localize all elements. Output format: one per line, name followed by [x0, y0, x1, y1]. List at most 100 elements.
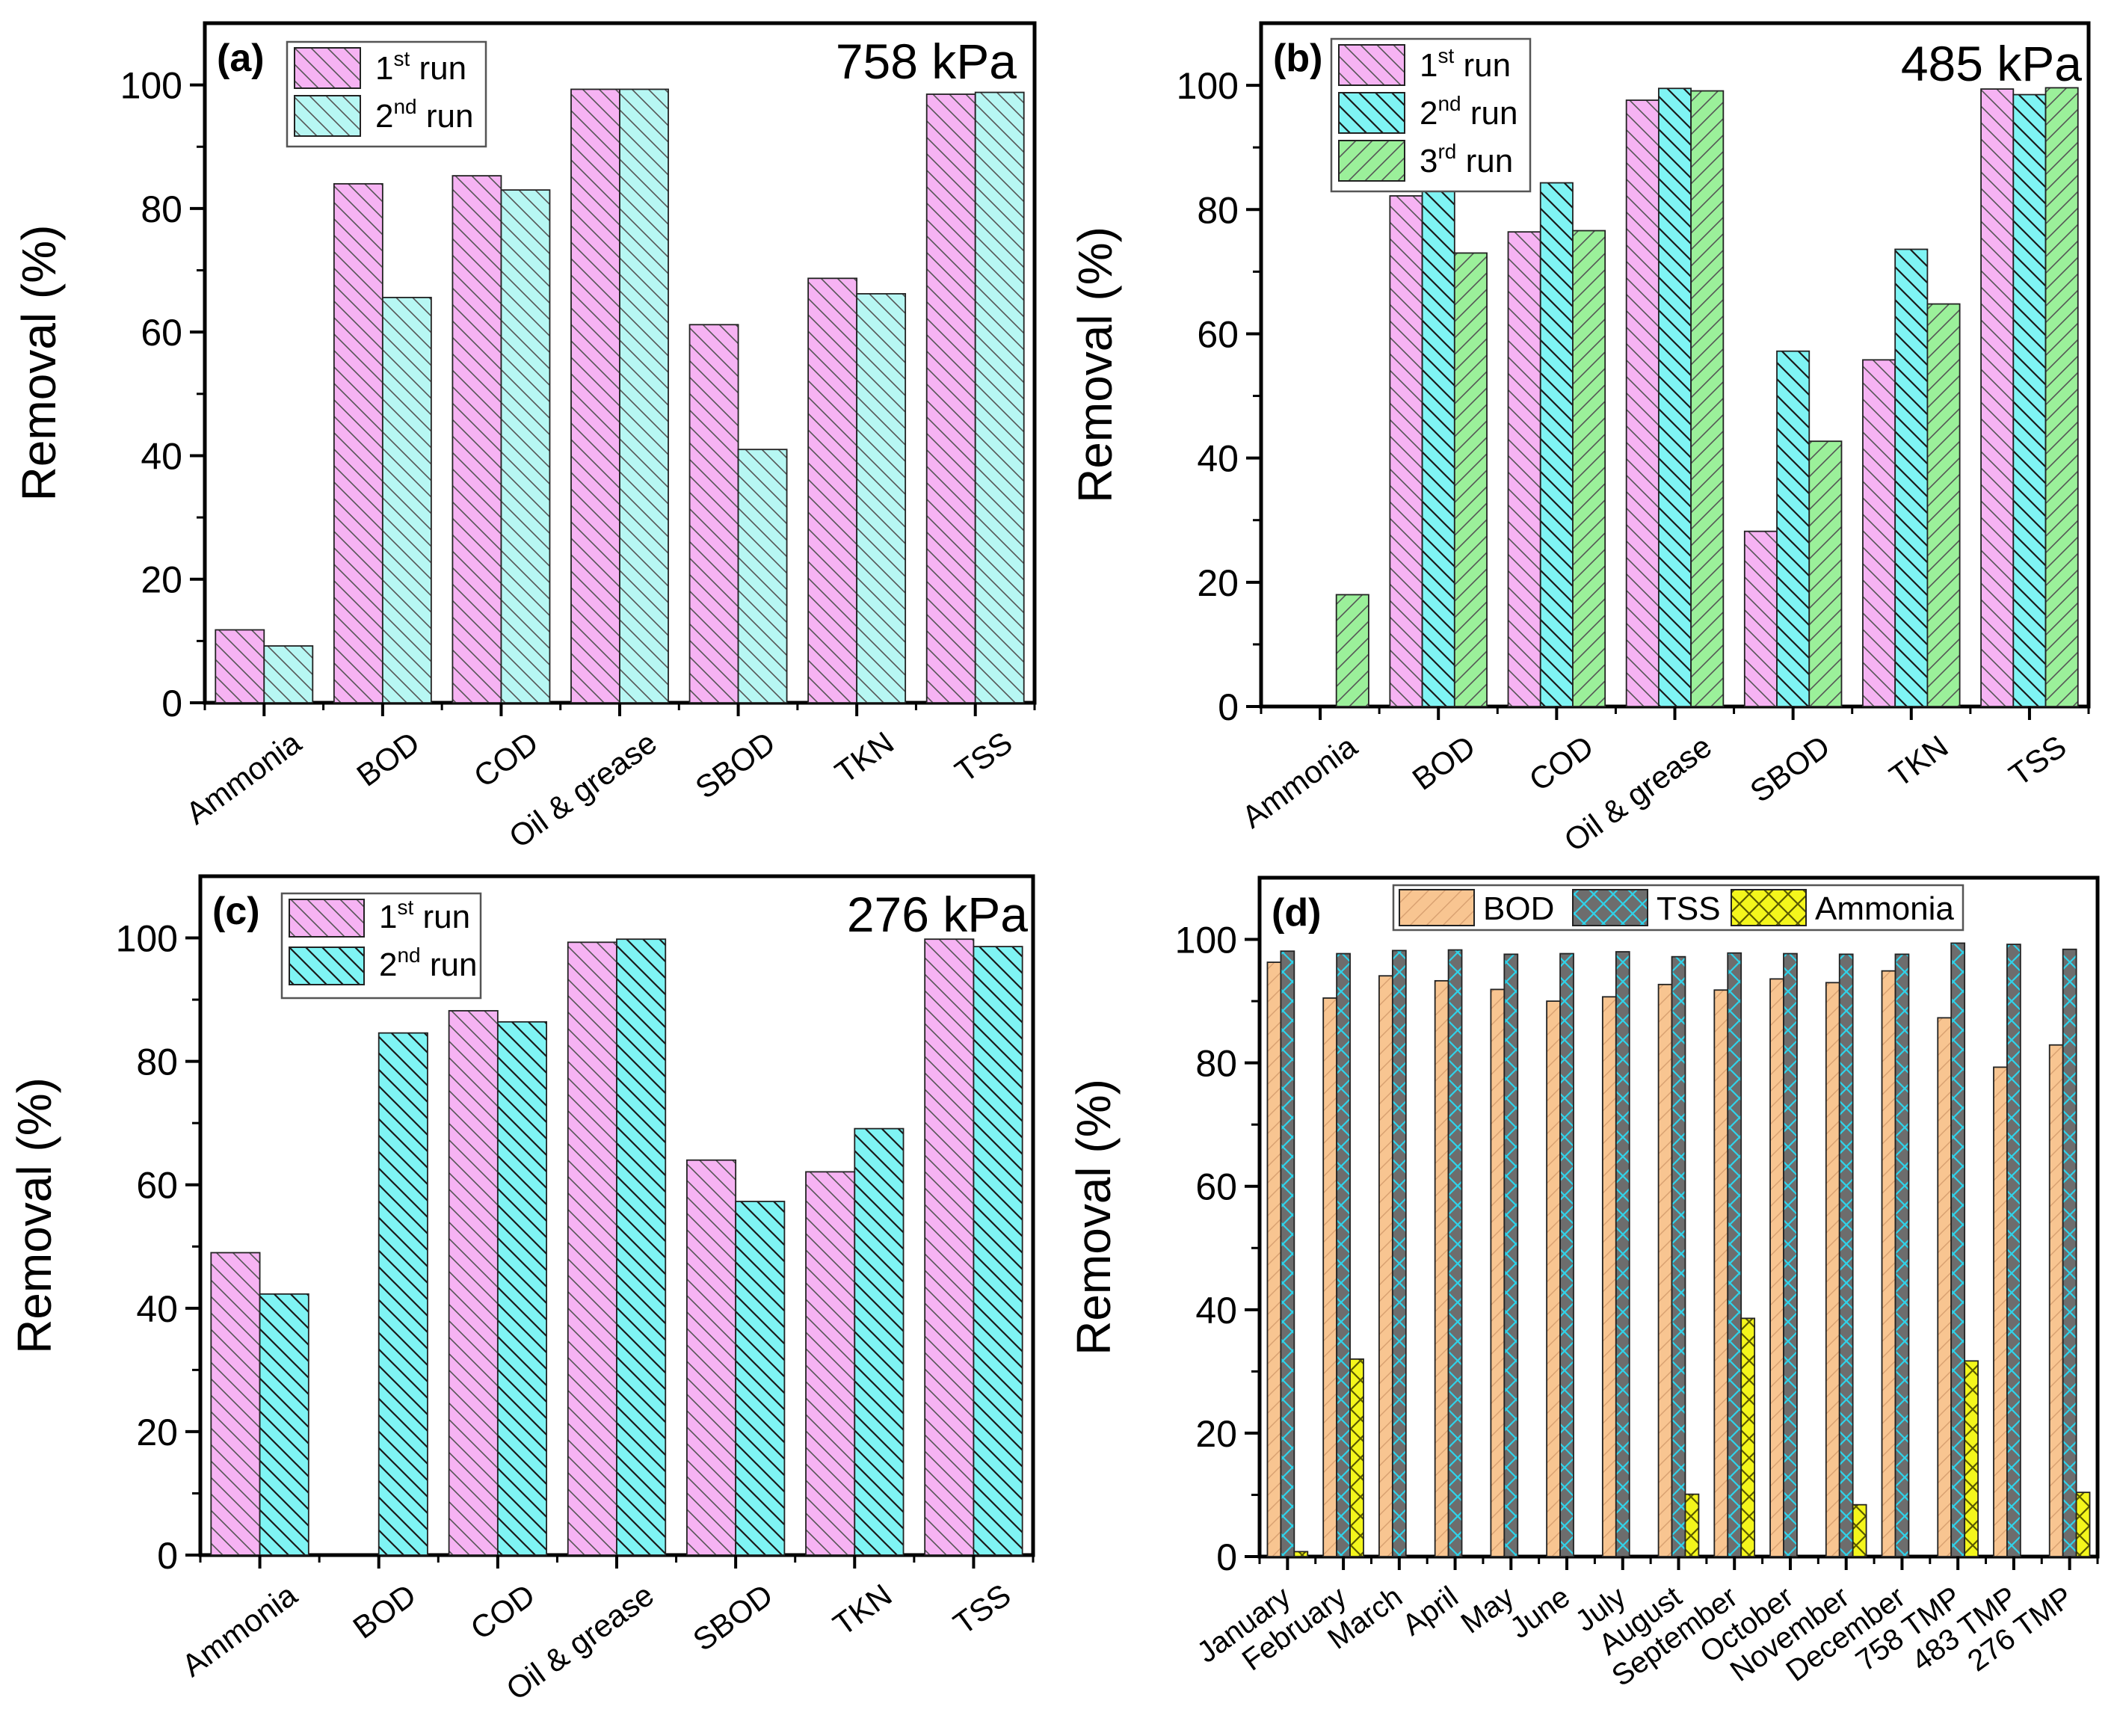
- bar-2-tkn: [1894, 248, 1929, 707]
- bar-tss-758-tmp: [1950, 942, 1966, 1557]
- bar-2-sbod: [737, 449, 788, 704]
- bar-1-tss: [924, 938, 975, 1556]
- x-tick-label: TKN: [827, 1577, 899, 1642]
- bar-tss-june: [1559, 952, 1574, 1557]
- bar-1-oil-grease: [567, 941, 617, 1556]
- y-tick-label: 20: [136, 1412, 178, 1453]
- bar-bod-758-tmp: [1937, 1017, 1953, 1557]
- legend-label: Ammonia: [1815, 890, 1954, 927]
- y-tick-label: 100: [1175, 920, 1237, 961]
- bar-bod-april: [1434, 979, 1449, 1557]
- bar-1-cod: [452, 175, 502, 704]
- bar-1-bod: [1389, 195, 1423, 707]
- bar-1-bod: [333, 182, 383, 704]
- bar-2-tkn: [856, 293, 907, 704]
- legend-swatch: [1338, 44, 1405, 86]
- bar-3-cod: [1572, 230, 1606, 707]
- y-axis-label: Removal (%): [1068, 227, 1122, 503]
- bar-bod-276-tmp: [2048, 1044, 2064, 1557]
- bar-bod-october: [1769, 978, 1784, 1557]
- bar-2-oil-grease: [616, 938, 667, 1556]
- bar-1-cod: [448, 1010, 499, 1556]
- bar-tss-february: [1336, 952, 1351, 1557]
- bar-2-tss: [973, 946, 1023, 1556]
- legend-swatch: [1338, 140, 1405, 182]
- legend-swatch: [289, 899, 365, 938]
- x-tick-label: TSS: [947, 1577, 1017, 1641]
- legend-swatch: [1731, 889, 1807, 926]
- bar-2-cod: [1539, 182, 1574, 707]
- y-tick-label: 0: [1218, 686, 1239, 728]
- y-tick-label: 80: [1195, 1043, 1237, 1085]
- bar-2-bod: [381, 297, 432, 704]
- bar-2-sbod: [1776, 350, 1811, 707]
- bar-1-tss: [1980, 88, 2015, 707]
- y-tick-label: 100: [120, 65, 182, 107]
- x-tick-label: May: [1455, 1580, 1520, 1640]
- legend: 1st run 2nd run: [286, 40, 487, 148]
- legend-label: 1st run: [379, 896, 470, 935]
- legend-swatch: [289, 947, 365, 985]
- legend-box: [1392, 884, 1965, 932]
- bar-1-oil-grease: [570, 88, 620, 704]
- legend: 1st run 2nd run: [280, 892, 482, 1000]
- bar-3-oil-grease: [1690, 90, 1725, 707]
- bar-2-cod: [496, 1021, 548, 1556]
- y-axis-label: Removal (%): [12, 225, 66, 502]
- bar-1-cod: [1507, 231, 1541, 707]
- bar-bod-march: [1378, 975, 1393, 1557]
- y-tick-label: 80: [1197, 189, 1239, 231]
- bar-2-bod: [1421, 188, 1455, 707]
- bar-1-ammonia: [215, 629, 265, 704]
- y-tick-label: 60: [1197, 313, 1239, 355]
- legend-swatch: [294, 47, 361, 89]
- bar-2-bod: [378, 1032, 428, 1556]
- bar-bod-september: [1713, 989, 1729, 1557]
- y-tick-label: 0: [157, 1535, 178, 1577]
- bar-ammonia-276-tmp: [2075, 1492, 2091, 1557]
- y-tick-label: 40: [1197, 438, 1239, 480]
- bar-ammonia-february: [1349, 1358, 1364, 1557]
- legend-label: TSS: [1657, 890, 1721, 927]
- bar-2-ammonia: [259, 1293, 309, 1556]
- bar-tss-july: [1615, 951, 1630, 1557]
- bar-1-tkn: [807, 277, 858, 704]
- legend-label: 2nd run: [375, 95, 473, 135]
- x-tick-label: April: [1396, 1580, 1464, 1643]
- bar-bod-january: [1266, 961, 1282, 1557]
- bar-2-tkn: [854, 1127, 905, 1556]
- y-tick-label: 100: [116, 918, 178, 960]
- bar-3-bod: [1453, 252, 1488, 707]
- bar-bod-july: [1601, 996, 1617, 1557]
- bar-tss-483-tmp: [2006, 944, 2021, 1557]
- bar-2-oil-grease: [1657, 87, 1692, 707]
- bar-1-ammonia: [210, 1252, 261, 1556]
- x-tick-label: TKN: [828, 724, 900, 789]
- x-tick-label: Ammonia: [1236, 728, 1364, 835]
- bar-ammonia-november: [1852, 1503, 1867, 1557]
- bar-3-sbod: [1808, 440, 1843, 707]
- bar-3-ammonia: [1335, 594, 1369, 707]
- y-tick-label: 0: [161, 683, 182, 724]
- y-tick-label: 60: [141, 312, 182, 354]
- legend-swatch: [294, 95, 361, 137]
- x-tick-label: TSS: [949, 724, 1019, 789]
- y-tick-label: 20: [141, 559, 182, 601]
- x-tick-label: Ammonia: [179, 724, 308, 831]
- x-tick-label: BOD: [347, 1577, 422, 1646]
- y-tick-label: 80: [141, 188, 182, 230]
- y-tick-label: 40: [136, 1288, 178, 1330]
- x-tick-label: BOD: [350, 724, 425, 793]
- bar-tss-january: [1280, 950, 1295, 1557]
- x-tick-label: June: [1504, 1580, 1576, 1646]
- bar-1-sbod: [688, 324, 739, 704]
- x-tick-label: BOD: [1406, 728, 1482, 797]
- legend-label: 3rd run: [1420, 140, 1513, 179]
- bar-2-oil-grease: [619, 88, 669, 704]
- y-tick-label: 40: [141, 435, 182, 477]
- legend: BOD TSS Ammonia: [1392, 884, 1965, 932]
- bar-ammonia-758-tmp: [1964, 1360, 1979, 1557]
- bar-2-cod: [500, 189, 551, 704]
